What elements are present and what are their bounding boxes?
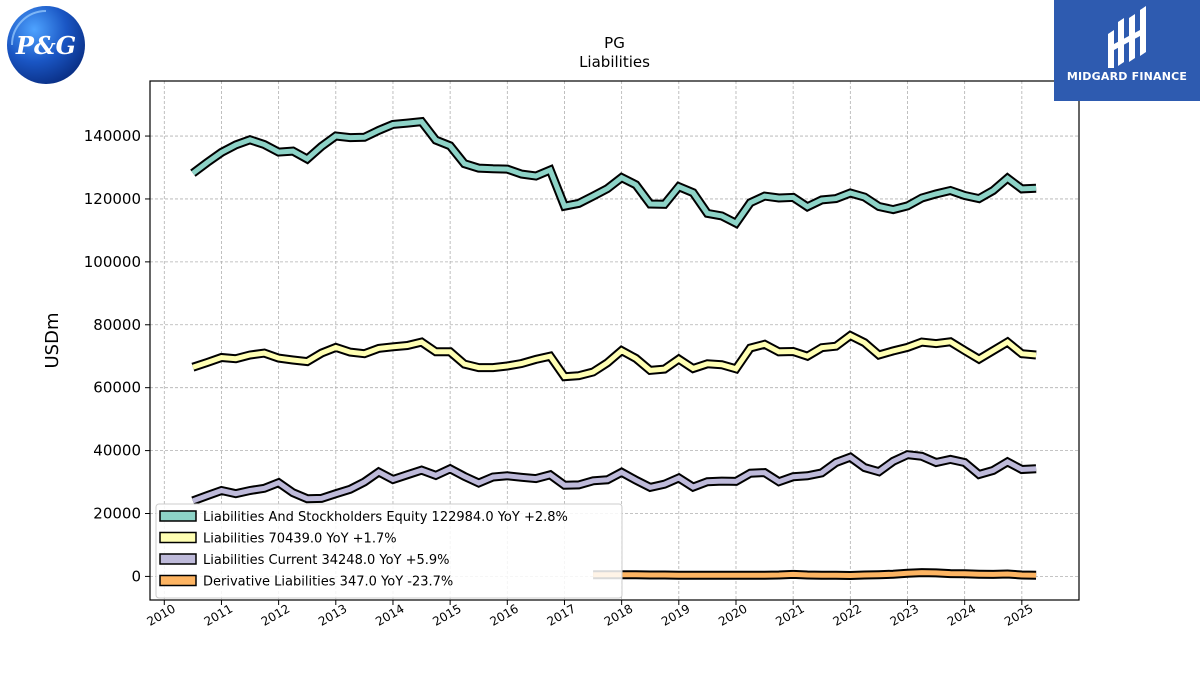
midgard-logo: MIDGARD FINANCE <box>1054 0 1200 101</box>
legend-swatch <box>159 531 197 544</box>
legend-label: Liabilities And Stockholders Equity 1229… <box>203 510 568 525</box>
x-tick-label: 2011 <box>202 601 235 628</box>
x-tick-label: 2024 <box>945 601 978 628</box>
y-tick-label: 20000 <box>93 505 141 523</box>
legend-label: Derivative Liabilities 347.0 YoY -23.7% <box>203 575 453 590</box>
legend-swatch <box>159 510 197 522</box>
y-axis-label: USDm <box>42 313 63 369</box>
x-tick-label: 2010 <box>144 601 177 628</box>
x-tick-label: 2017 <box>545 601 578 628</box>
series-line <box>192 452 1037 504</box>
legend-label: Liabilities Current 34248.0 YoY +5.9% <box>203 553 450 568</box>
x-axis: 2010 2011 2012 2013 2014 2015 2016 2017 2018 2019… <box>144 600 1035 629</box>
legend-swatch <box>159 553 197 565</box>
y-tick-label: 60000 <box>93 379 141 397</box>
legend-box <box>155 503 623 599</box>
x-tick-label: 2012 <box>259 601 292 628</box>
x-tick-label: 2020 <box>716 601 749 628</box>
series-line <box>191 118 1037 227</box>
x-tick-label: 2025 <box>1002 601 1035 628</box>
y-tick-label: 0 <box>131 567 141 585</box>
midgard-logo-icon <box>1108 6 1146 68</box>
x-tick-label: 2013 <box>316 601 349 628</box>
legend-swatch <box>159 574 197 587</box>
x-tick-label: 2022 <box>830 601 863 628</box>
x-tick-label: 2021 <box>773 601 806 628</box>
series-liabilities <box>191 330 1037 382</box>
x-tick-label: 2023 <box>888 601 921 628</box>
y-tick-label: 80000 <box>93 316 141 334</box>
y-tick-label: 100000 <box>84 253 141 271</box>
plot-frame <box>149 80 1080 601</box>
legend: Liabilities And Stockholders Equity 1229… <box>155 503 623 599</box>
pg-logo-text: P&G <box>15 31 76 60</box>
y-tick-label: 120000 <box>84 190 141 208</box>
series-derivative-liabilities <box>593 568 1037 581</box>
legend-label: Liabilities 70439.0 YoY +1.7% <box>203 532 397 547</box>
series-layer <box>190 116 1037 581</box>
chart-subtitle: Liabilities <box>579 53 650 71</box>
x-tick-label: 2015 <box>430 601 463 628</box>
y-tick-label: 40000 <box>93 442 141 460</box>
x-tick-label: 2019 <box>659 601 692 628</box>
y-tick-label: 140000 <box>84 127 141 145</box>
series-liabilities-current <box>191 450 1037 506</box>
pg-logo-icon: P&G <box>7 6 85 84</box>
series-line <box>192 332 1037 380</box>
x-tick-label: 2018 <box>602 601 635 628</box>
series-liabilities-and-stockholders-equity <box>190 116 1037 229</box>
midgard-logo-text: MIDGARD FINANCE <box>1066 70 1188 83</box>
y-axis: 0 20000 40000 60000 80000 100000 120000 140000 <box>84 127 150 585</box>
x-tick-label: 2016 <box>487 601 520 628</box>
x-tick-label: 2014 <box>373 601 406 628</box>
series-line-outline <box>190 116 1037 229</box>
chart-title: PG <box>604 34 625 52</box>
series-line <box>593 570 1037 579</box>
